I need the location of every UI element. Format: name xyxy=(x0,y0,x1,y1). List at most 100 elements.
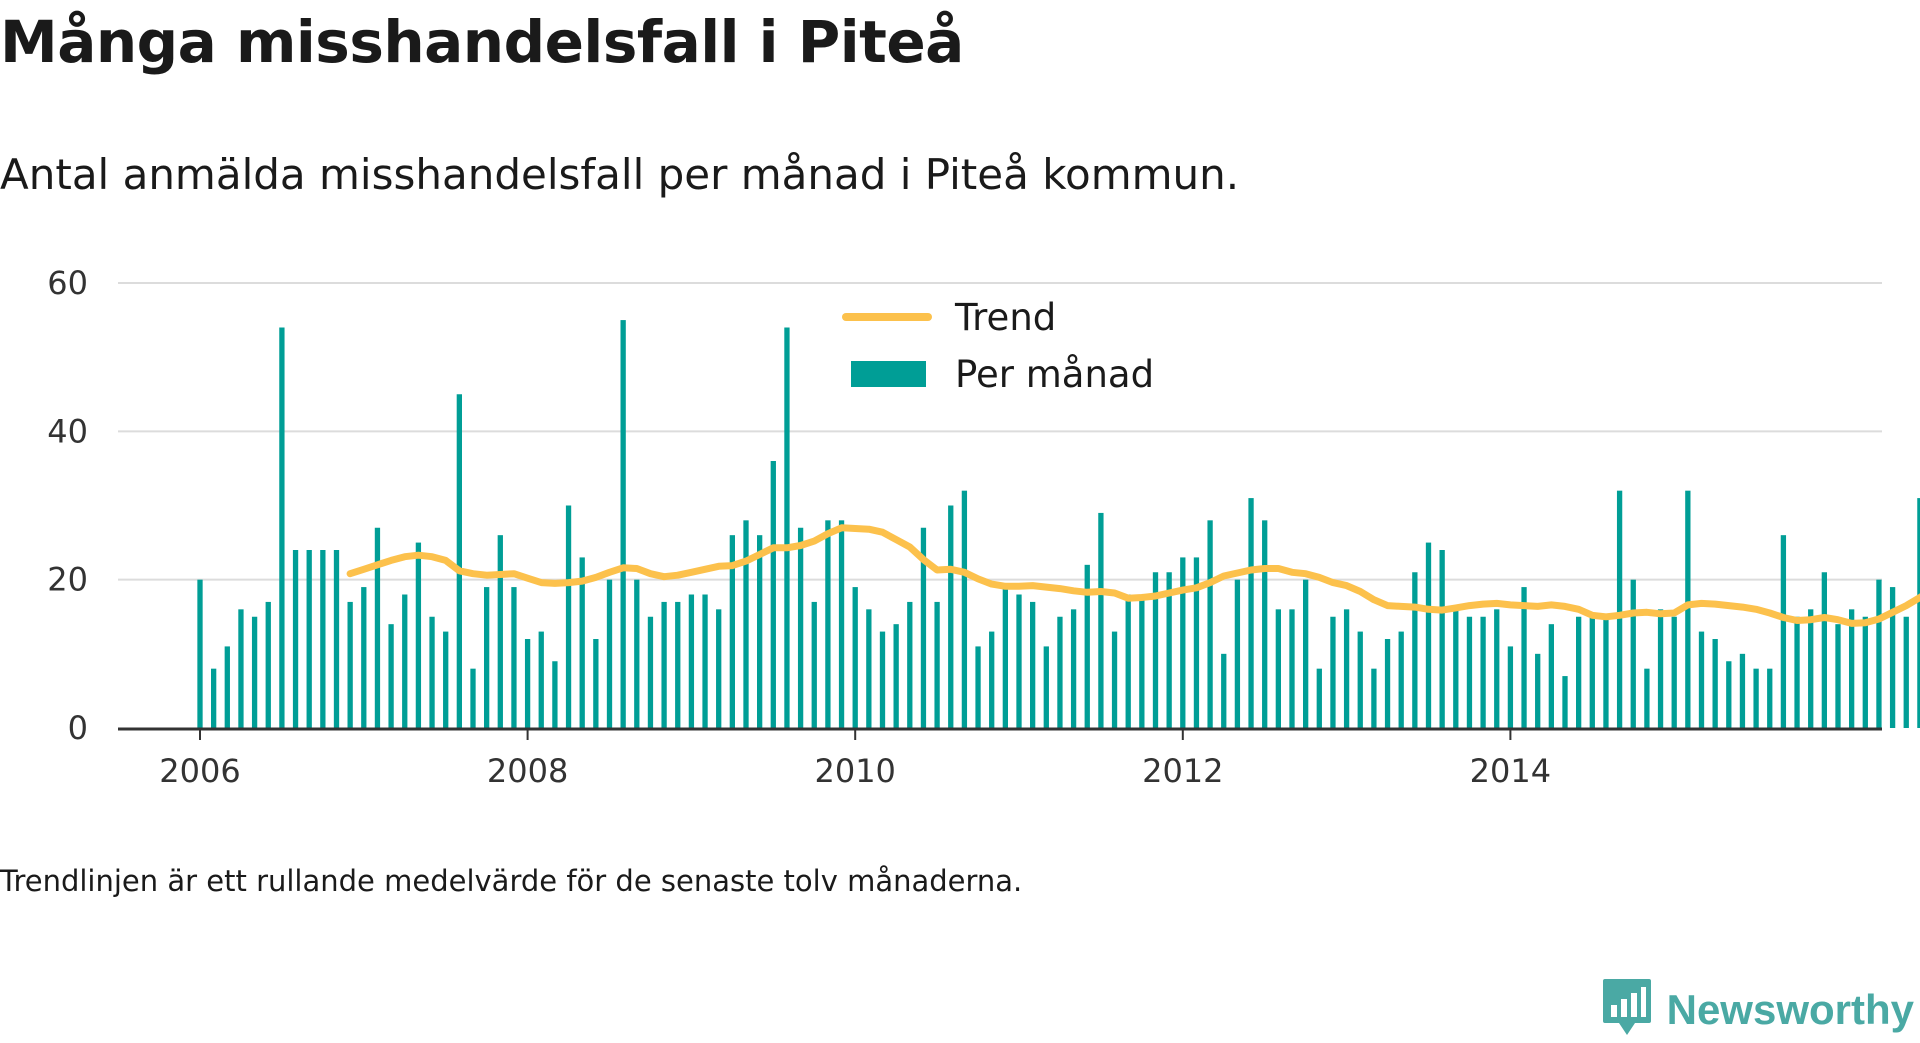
bar xyxy=(1849,609,1855,728)
bar xyxy=(251,616,258,728)
bar xyxy=(1453,609,1459,728)
y-tick-label: 0 xyxy=(68,709,88,747)
bar xyxy=(1685,490,1691,728)
bar xyxy=(415,542,422,728)
bar xyxy=(1630,579,1636,728)
bar xyxy=(347,601,353,728)
bar xyxy=(1371,668,1377,728)
bar xyxy=(497,535,503,728)
bar xyxy=(1002,587,1008,728)
chart-title: Många misshandelsfall i Piteå xyxy=(0,8,964,76)
bar xyxy=(1862,616,1868,728)
bar xyxy=(402,594,408,728)
bar xyxy=(606,579,613,728)
bar xyxy=(292,550,299,728)
bar xyxy=(961,490,968,728)
bar xyxy=(1303,579,1309,728)
bar xyxy=(647,616,654,728)
bar xyxy=(1521,587,1527,728)
bar xyxy=(1330,616,1336,728)
bar xyxy=(879,631,886,728)
bar xyxy=(1016,594,1022,728)
bar xyxy=(907,601,913,728)
bar xyxy=(1275,609,1281,728)
bar xyxy=(470,668,476,728)
bar xyxy=(1439,550,1445,728)
bar xyxy=(1125,594,1131,728)
bar xyxy=(1030,601,1036,728)
bar xyxy=(1207,520,1213,728)
bar xyxy=(1589,616,1595,728)
brand: Newsworthy xyxy=(1601,978,1914,1042)
bar xyxy=(456,394,462,728)
bar xyxy=(1139,594,1145,728)
bar xyxy=(1726,661,1732,728)
bar xyxy=(1384,639,1391,728)
bar xyxy=(224,646,230,728)
bar xyxy=(1084,564,1090,728)
bar xyxy=(1603,616,1609,728)
grid-lines xyxy=(118,282,1882,581)
bar xyxy=(702,594,708,728)
bar xyxy=(1494,609,1500,728)
bar xyxy=(1576,616,1582,728)
x-tick-label: 2014 xyxy=(1470,752,1551,790)
bar xyxy=(1234,579,1241,728)
bar xyxy=(620,320,626,728)
x-tick-label: 2010 xyxy=(814,752,895,790)
bar xyxy=(1221,653,1227,728)
bar xyxy=(716,609,722,728)
bar xyxy=(579,557,585,728)
bar xyxy=(757,535,763,728)
x-tick-label: 2008 xyxy=(487,752,568,790)
bar xyxy=(1425,542,1432,728)
bar-series xyxy=(197,320,1920,728)
bar xyxy=(1616,490,1623,728)
bar xyxy=(238,609,244,728)
bar xyxy=(893,624,899,728)
bar xyxy=(1507,646,1514,728)
bar xyxy=(1794,616,1800,728)
bar xyxy=(743,520,749,728)
brand-name: Newsworthy xyxy=(1666,986,1914,1033)
bar xyxy=(1535,653,1541,728)
bar xyxy=(1657,609,1664,728)
x-tick-label: 2006 xyxy=(159,752,240,790)
bar xyxy=(688,594,695,728)
y-tick-label: 20 xyxy=(47,561,88,599)
bar xyxy=(1262,520,1268,728)
bar xyxy=(1152,572,1159,728)
bar xyxy=(1780,535,1787,728)
bar xyxy=(211,668,217,728)
bar xyxy=(552,661,558,728)
bar xyxy=(838,520,845,728)
bar xyxy=(1166,572,1172,728)
legend-bar-swatch xyxy=(851,361,926,387)
footnote: Trendlinjen är ett rullande medelvärde f… xyxy=(0,864,1023,898)
bar xyxy=(1562,676,1568,728)
trend-series xyxy=(346,524,1920,627)
bar xyxy=(948,505,954,728)
bar xyxy=(825,520,831,728)
bar xyxy=(374,527,381,728)
bar xyxy=(1098,512,1104,728)
bar xyxy=(1057,616,1063,728)
bar xyxy=(866,609,872,728)
bar xyxy=(306,550,312,728)
bar xyxy=(852,587,858,728)
bar xyxy=(1698,631,1705,728)
bar xyxy=(1343,609,1350,728)
bar xyxy=(429,616,435,728)
bar xyxy=(989,631,995,728)
bar xyxy=(593,639,599,728)
bar xyxy=(333,550,340,728)
bar xyxy=(975,646,981,728)
bar xyxy=(565,505,572,728)
bar xyxy=(1070,609,1077,728)
bar xyxy=(524,639,531,728)
x-tick-label: 2012 xyxy=(1142,752,1223,790)
bar xyxy=(1903,616,1909,728)
bar xyxy=(538,631,544,728)
bar xyxy=(361,587,367,728)
bar xyxy=(1808,609,1814,728)
